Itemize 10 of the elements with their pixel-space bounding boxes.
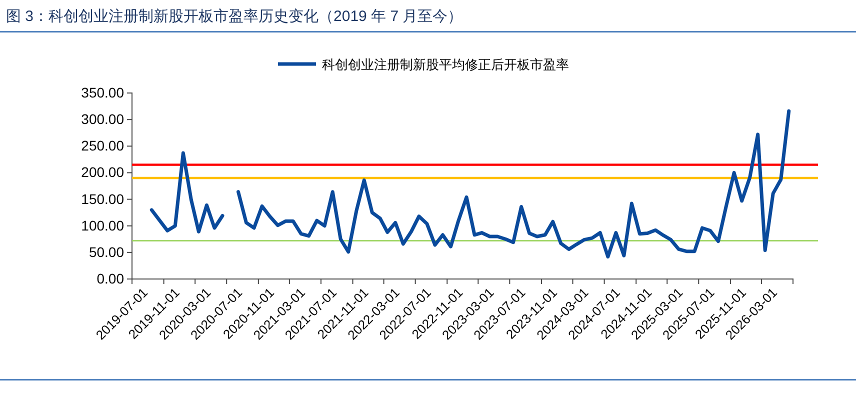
- y-tick-label: 250.00: [81, 138, 124, 154]
- legend-label: 科创创业注册制新股平均修正后开板市盈率: [322, 57, 569, 72]
- y-tick-label: 0.00: [96, 270, 124, 286]
- y-tick-label: 150.00: [81, 190, 124, 207]
- chart-title: 图 3：科创创业注册制新股开板市盈率历史变化（2019 年 7 月至今）: [6, 8, 463, 25]
- y-tick-label: 50.00: [88, 244, 124, 260]
- y-tick-label: 300.00: [81, 111, 124, 128]
- y-tick-label: 100.00: [81, 217, 124, 234]
- y-tick-label: 200.00: [81, 164, 124, 180]
- y-tick-label: 350.00: [81, 84, 124, 100]
